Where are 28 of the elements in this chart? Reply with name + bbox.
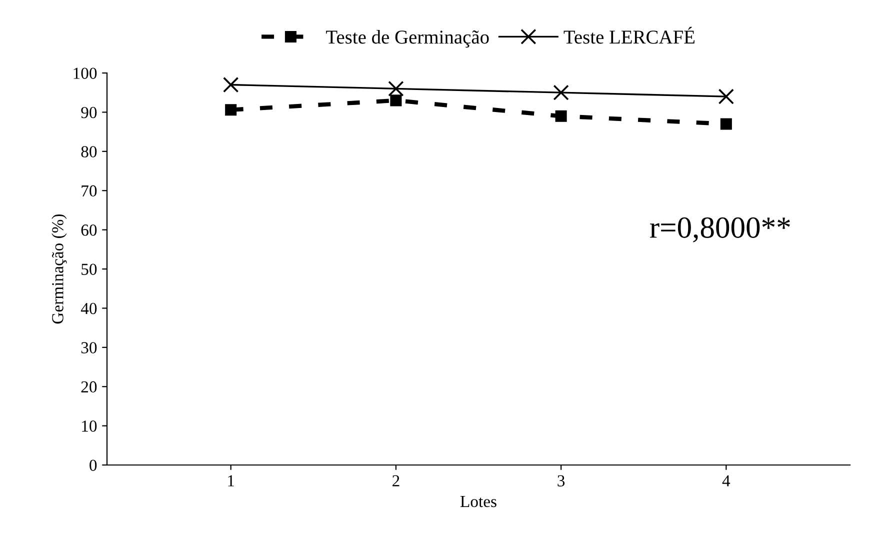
- y-axis-title: Germinação (%): [52, 214, 67, 324]
- y-tick-label: 90: [81, 106, 97, 118]
- point: [388, 80, 404, 97]
- y-tick-label: 40: [80, 302, 97, 314]
- point: [225, 104, 237, 116]
- legend-label: Teste de Germinação: [326, 30, 489, 48]
- y-tick-label: 0: [90, 460, 97, 471]
- point: [555, 110, 567, 122]
- y-tick-label: 60: [81, 224, 97, 236]
- x-tick-label: 3: [558, 475, 565, 486]
- x-axis-title: Lotes: [460, 496, 496, 508]
- x-tick-label: 4: [722, 475, 730, 486]
- point: [553, 84, 569, 100]
- y-tick-label: 100: [74, 68, 97, 79]
- point: [390, 94, 402, 106]
- y-tick-label: 70: [82, 185, 97, 197]
- y-tick-label: 20: [81, 381, 97, 393]
- x-tick-label: 1: [228, 475, 234, 486]
- legend-label: Teste LERCAFÉ: [564, 26, 694, 44]
- x-tick-label: 2: [392, 475, 400, 486]
- point: [720, 118, 732, 130]
- y-tick-label: 30: [81, 342, 97, 354]
- point: [222, 76, 239, 93]
- y-tick-label: 10: [82, 420, 97, 432]
- annotation: r=0,8000**: [650, 217, 790, 242]
- y-tick-label: 50: [82, 264, 97, 275]
- y-tick-label: 80: [81, 146, 97, 158]
- point: [718, 88, 734, 104]
